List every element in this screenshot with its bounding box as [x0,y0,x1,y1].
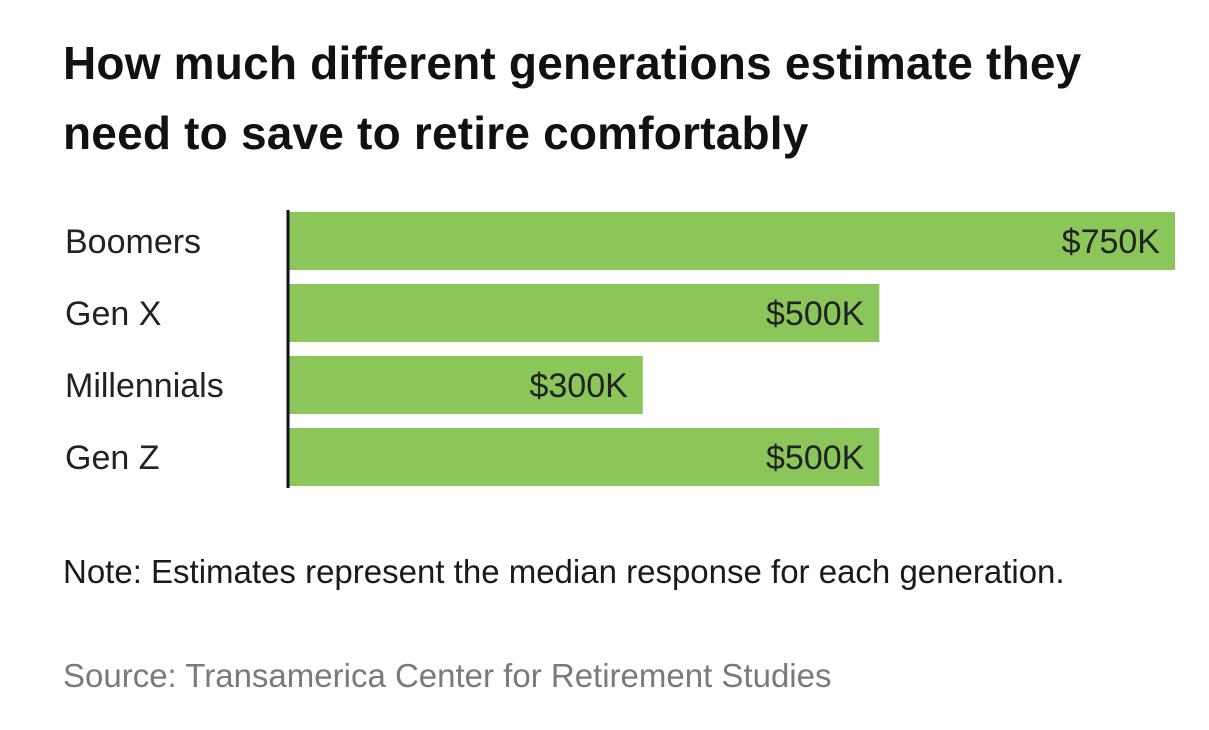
category-label: Gen X [65,295,161,333]
chart-source: Source: Transamerica Center for Retireme… [63,657,832,694]
bar-millennials [288,356,643,414]
category-label: Boomers [65,223,201,261]
bar-boomers [288,212,1175,270]
value-label: $750K [1062,223,1161,261]
value-label: $500K [766,439,865,477]
chart-note: Note: Estimates represent the median res… [63,553,1065,590]
category-label: Gen Z [65,439,159,477]
bar-gen-x [288,284,880,342]
value-label: $500K [766,295,865,333]
bars-layer [288,212,1175,486]
value-label: $300K [529,367,628,405]
category-label: Millennials [65,367,224,405]
labels-layer: Boomers $750K Gen X $500K Millennials $300K Ge… [65,223,1160,477]
bar-gen-z [288,428,880,486]
chart-title: How much different generations estimate … [63,37,1082,159]
